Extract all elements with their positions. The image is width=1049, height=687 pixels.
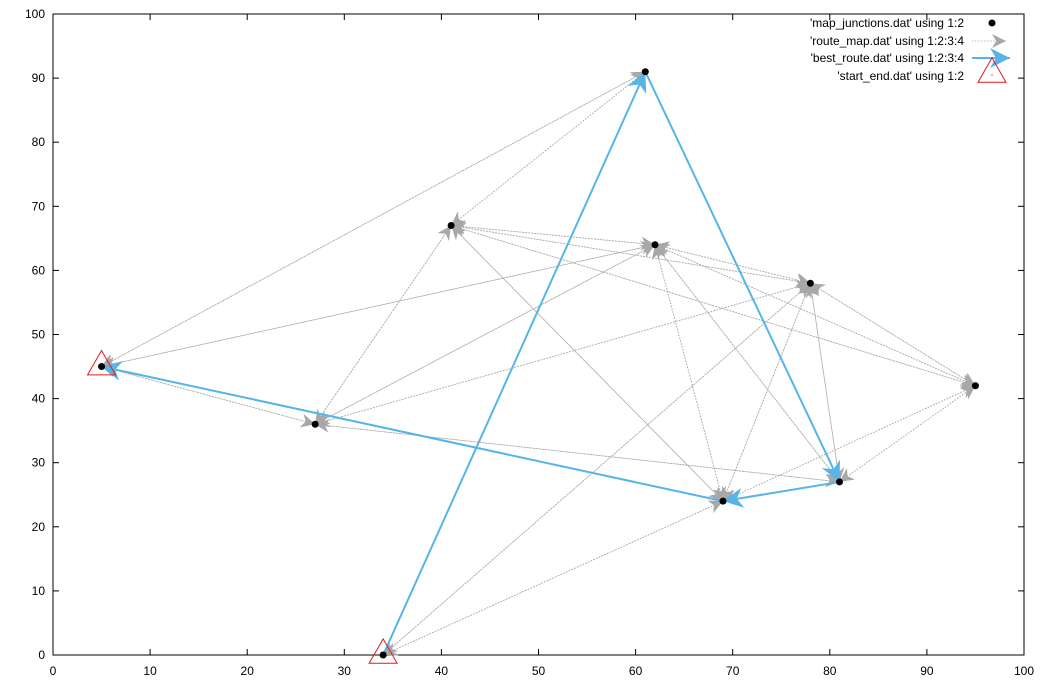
legend-sample-start-end [977, 56, 1007, 83]
route-vector [450, 222, 976, 387]
junction-point [719, 497, 727, 505]
route-vector [315, 280, 811, 425]
best-route-vector [382, 71, 647, 656]
route-vector [382, 500, 724, 656]
route-vector [722, 385, 976, 502]
best-route-layer [101, 71, 841, 656]
legend-sample-dot [991, 74, 993, 76]
route-vector [654, 244, 840, 483]
junction-point [836, 478, 844, 486]
junction-point [806, 279, 814, 287]
y-tick-label: 0 [38, 648, 45, 662]
route-vector [810, 282, 976, 387]
x-tick-label: 60 [629, 664, 643, 678]
x-tick-label: 90 [920, 664, 934, 678]
x-tick-label: 100 [1014, 664, 1034, 678]
route-vector [315, 418, 840, 483]
x-tick-label: 40 [435, 664, 449, 678]
legend-label: 'map_junctions.dat' using 1:2 [810, 16, 964, 30]
junction-point [651, 241, 659, 249]
junction-point [641, 68, 649, 76]
route-vector [805, 283, 840, 482]
junction-point [447, 222, 455, 230]
legend-label: 'best_route.dat' using 1:2:3:4 [811, 51, 965, 65]
x-tick-label: 80 [823, 664, 837, 678]
y-tick-label: 30 [32, 456, 46, 470]
best-route-vector [644, 71, 841, 483]
route-vector [382, 282, 811, 656]
legend-sample-junction [988, 19, 996, 27]
route-vector [101, 363, 316, 425]
route-vector [451, 219, 656, 246]
route-vector [651, 244, 724, 502]
junction-point [971, 382, 979, 390]
x-tick-label: 0 [50, 664, 57, 678]
x-tick-label: 30 [338, 664, 352, 678]
route-vector [654, 241, 811, 284]
start-end-layer [86, 349, 399, 664]
legend: 'map_junctions.dat' using 1:2 'route_map.… [810, 16, 1010, 83]
route-vector [722, 283, 812, 502]
x-tick-label: 20 [241, 664, 255, 678]
junction-point [98, 363, 106, 371]
route-vector [654, 244, 811, 287]
y-tick-label: 20 [32, 520, 46, 534]
x-tick-label: 50 [532, 664, 546, 678]
junction-point [311, 420, 319, 428]
y-tick-label: 40 [32, 392, 46, 406]
legend-label: 'start_end.dat' using 1:2 [837, 69, 964, 83]
route-vector [450, 71, 646, 226]
route-map-layer [101, 71, 976, 656]
y-tick-label: 90 [32, 71, 46, 85]
y-tick-label: 50 [32, 328, 46, 342]
x-tick-label: 10 [143, 664, 157, 678]
route-vector [314, 225, 452, 425]
y-tick-label: 10 [32, 584, 46, 598]
plot-frame [52, 13, 1025, 656]
route-vector [101, 71, 646, 367]
best-route-vector [722, 480, 840, 508]
y-tick-label: 70 [32, 199, 46, 213]
y-tick-label: 60 [32, 263, 46, 277]
best-route-vector [101, 361, 724, 503]
route-vector [839, 385, 976, 483]
route-vector [315, 282, 811, 428]
route-vector [101, 244, 656, 371]
legend-label: 'route_map.dat' using 1:2:3:4 [810, 34, 964, 48]
junction-point [379, 651, 387, 659]
y-tick-label: 80 [32, 135, 46, 149]
start-end-marker [368, 637, 399, 664]
route-vector [315, 423, 840, 488]
axis-ticks: 0 10 20 30 40 50 60 70 80 90 100 0 10 20 30 40 50 60 70 80 9… [25, 7, 1034, 678]
y-tick-label: 100 [25, 7, 45, 21]
x-tick-label: 70 [726, 664, 740, 678]
route-vector [314, 244, 656, 425]
junction-layer [98, 68, 979, 659]
route-vector [451, 220, 811, 284]
start-end-marker [86, 349, 117, 376]
